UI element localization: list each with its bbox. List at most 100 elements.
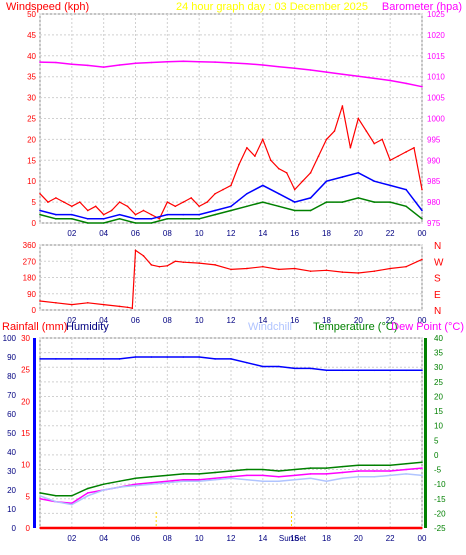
temp-y-tick: -5 — [434, 466, 442, 475]
temp-point-rain — [39, 527, 41, 529]
temp-point-humidity — [166, 356, 169, 358]
humidity-y-tick: 100 — [3, 334, 17, 343]
wind-x-tick: 02 — [67, 229, 76, 238]
temp-point-temperature — [230, 470, 232, 472]
wind-point-gust — [413, 146, 415, 149]
wind-point-gust — [405, 151, 407, 153]
temp-y-tick: 15 — [434, 407, 443, 416]
temp-point-windchill — [150, 483, 153, 485]
temp-point-windchill — [55, 500, 57, 503]
wind-point-barometer — [102, 66, 105, 68]
temp-x-tick: 16 — [290, 534, 299, 543]
temp-point-dewpoint — [405, 468, 407, 471]
wind-x-tick: 08 — [163, 229, 172, 238]
dir-point — [246, 267, 248, 270]
temp-point-windchill — [277, 480, 280, 483]
wind-point-gust — [198, 205, 200, 208]
wind-point-gust — [325, 138, 328, 141]
wind-y-tick: 30 — [27, 94, 36, 103]
wind-y-tick: 20 — [27, 135, 36, 144]
wind-point-base — [214, 213, 216, 216]
wind-y-tick: 25 — [27, 115, 36, 124]
dir-point — [198, 262, 200, 264]
wind-point-average — [277, 192, 280, 195]
temp-x-tick: 22 — [386, 534, 395, 543]
wind-point-average — [389, 184, 391, 187]
dir-point — [150, 264, 153, 266]
temp-point-windchill — [166, 481, 169, 484]
wind-point-gust — [78, 201, 81, 203]
rain-y-tick: 20 — [21, 397, 30, 406]
humidity-y-tick: 70 — [7, 391, 16, 400]
temp-point-temperature — [182, 473, 185, 475]
compass-label: N — [434, 241, 441, 252]
wind-point-gust — [277, 167, 280, 170]
dir-point — [262, 265, 264, 268]
humidity-y-tick: 10 — [7, 505, 16, 514]
label-temperature: Temperature (°C) — [313, 321, 397, 333]
wind-point-gust — [126, 205, 129, 208]
dir-point — [421, 258, 423, 261]
temp-point-temperature — [373, 464, 376, 466]
temp-point-dewpoint — [341, 471, 344, 474]
wind-point-gust — [134, 213, 137, 216]
temp-point-temperature — [118, 480, 121, 483]
dir-y-tick: 360 — [23, 241, 37, 250]
temp-point-humidity — [182, 356, 185, 358]
wind-point-base — [325, 201, 328, 203]
wind-point-average — [134, 218, 137, 220]
temp-point-windchill — [325, 480, 328, 483]
dir-x-tick: 04 — [99, 316, 108, 325]
dir-point — [118, 305, 121, 308]
temp-point-windchill — [421, 474, 423, 477]
baro-y-tick: 995 — [427, 135, 441, 144]
dir-x-tick: 22 — [386, 316, 395, 325]
sun-label: Sun — [279, 534, 293, 543]
dir-point — [126, 306, 129, 309]
wind-point-average — [421, 209, 423, 212]
temp-point-temperature — [277, 470, 280, 472]
temp-point-windchill — [198, 480, 200, 483]
wind-point-gust — [166, 201, 169, 203]
wind-point-base — [134, 222, 137, 224]
dir-point — [405, 265, 407, 268]
rain-y-tick: 30 — [21, 334, 30, 343]
dir-x-tick: 10 — [195, 316, 204, 325]
temp-x-tick: 20 — [354, 534, 363, 543]
wind-point-gust — [182, 201, 185, 203]
temp-y-tick: 5 — [434, 436, 439, 445]
wind-point-gust — [293, 188, 296, 191]
temp-point-humidity — [134, 356, 137, 358]
temp-point-humidity — [262, 365, 264, 368]
wind-point-average — [341, 176, 344, 178]
wind-point-barometer — [309, 69, 312, 71]
wind-point-base — [86, 222, 89, 224]
panel-temperature: Rainfall (mm)Humidity Windchill Temperatur… — [2, 321, 464, 543]
wind-point-average — [246, 192, 248, 195]
label-windchill: Windchill — [248, 321, 292, 333]
temp-point-windchill — [102, 489, 105, 491]
wind-point-gust — [118, 201, 121, 203]
baro-y-tick: 985 — [427, 177, 441, 186]
dir-series — [39, 249, 423, 309]
rain-y-tick: 10 — [21, 461, 30, 470]
baro-y-tick: 1010 — [427, 73, 445, 82]
wind-point-barometer — [262, 64, 264, 66]
temp-point-humidity — [55, 358, 57, 360]
temp-y-tick: 40 — [434, 334, 443, 343]
wind-point-barometer — [325, 71, 328, 73]
temp-point-dewpoint — [214, 477, 216, 480]
rain-y-tick: 0 — [26, 524, 31, 533]
wind-point-base — [373, 201, 376, 203]
temp-point-windchill — [309, 477, 312, 480]
dir-point — [214, 264, 216, 266]
rain-y-tick: 5 — [26, 492, 31, 501]
wind-point-base — [309, 209, 312, 212]
temp-point-rain — [421, 527, 423, 529]
wind-point-barometer — [198, 60, 200, 63]
dir-x-tick: 06 — [131, 316, 140, 325]
dir-point — [341, 271, 344, 273]
baro-y-tick: 980 — [427, 198, 441, 207]
temp-point-temperature — [134, 477, 137, 480]
temp-x-tick: 06 — [131, 534, 140, 543]
